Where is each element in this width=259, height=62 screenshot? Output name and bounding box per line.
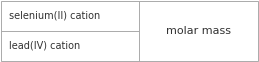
Text: molar mass: molar mass [166, 26, 231, 36]
Text: selenium(II) cation: selenium(II) cation [9, 11, 100, 21]
Text: lead(IV) cation: lead(IV) cation [9, 41, 80, 51]
